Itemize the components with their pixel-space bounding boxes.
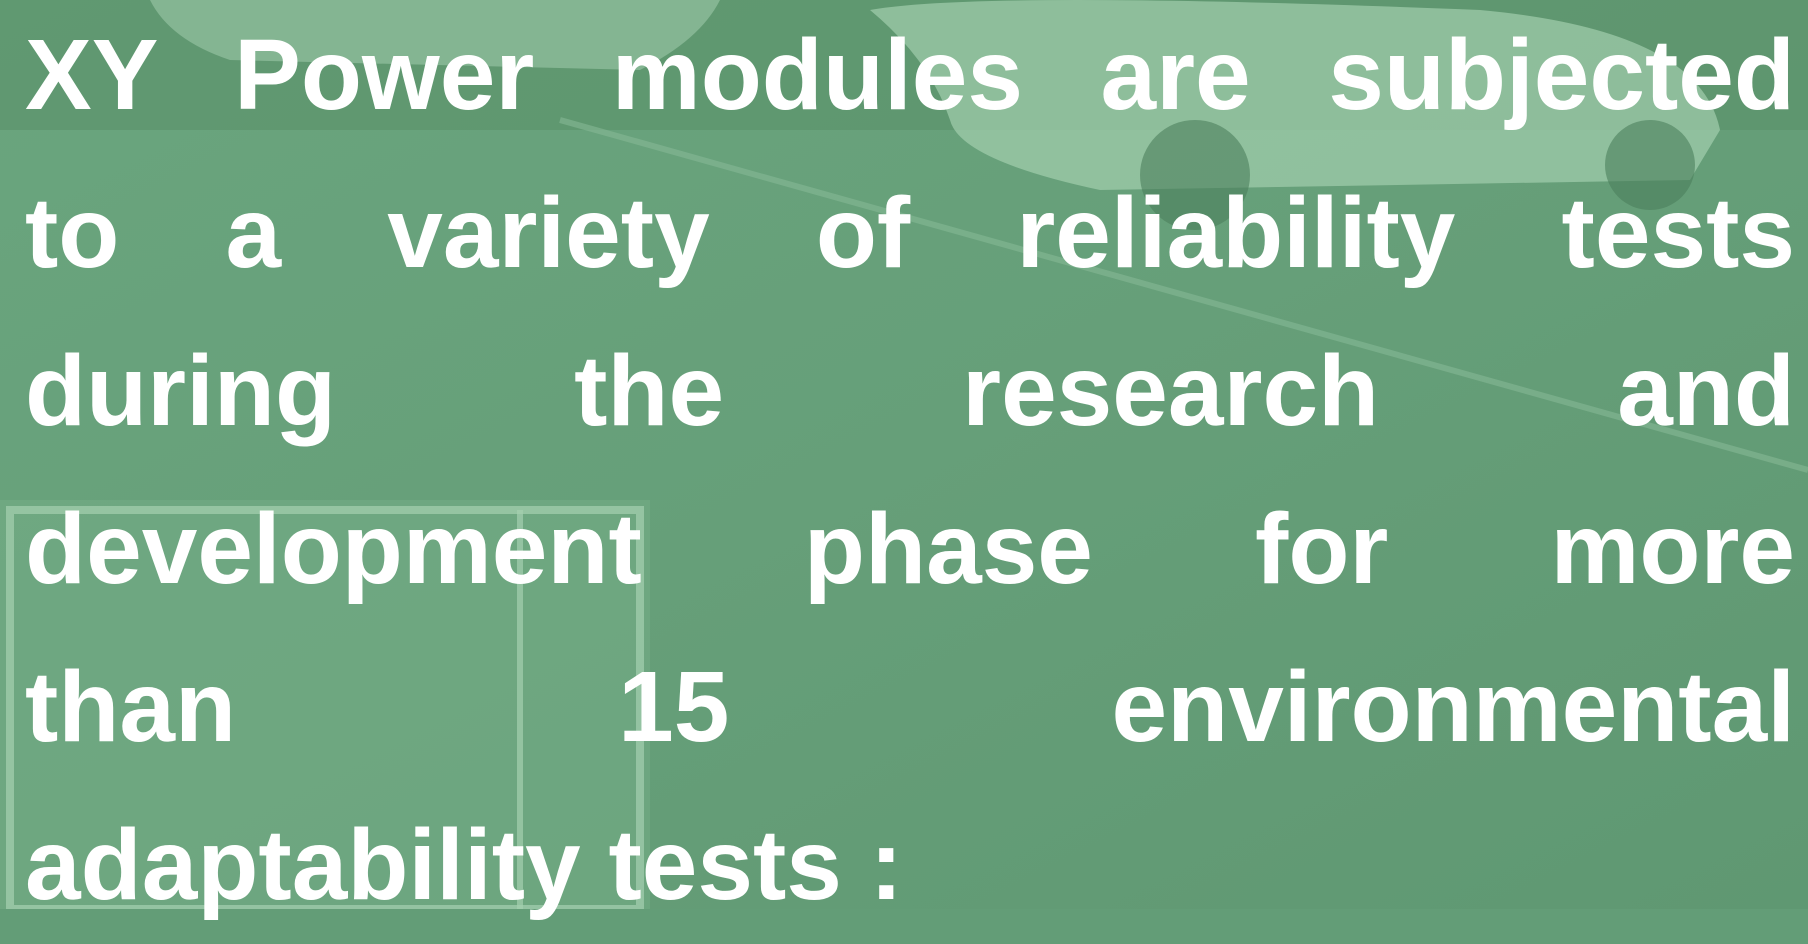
- text-line: adaptability tests :: [25, 786, 1795, 944]
- body-text: XY Power modules are subjected to a vari…: [25, 0, 1795, 944]
- text-line: during the research and: [25, 312, 1795, 470]
- text-line: XY Power modules are subjected: [25, 0, 1795, 154]
- text-line: development phase for more: [25, 470, 1795, 628]
- text-line: to a variety of reliability tests: [25, 154, 1795, 312]
- text-line: than 15 environmental: [25, 628, 1795, 786]
- page: XY Power modules are subjected to a vari…: [0, 0, 1808, 909]
